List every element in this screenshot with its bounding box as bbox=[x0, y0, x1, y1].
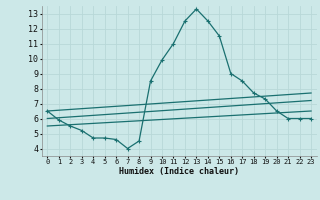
X-axis label: Humidex (Indice chaleur): Humidex (Indice chaleur) bbox=[119, 167, 239, 176]
